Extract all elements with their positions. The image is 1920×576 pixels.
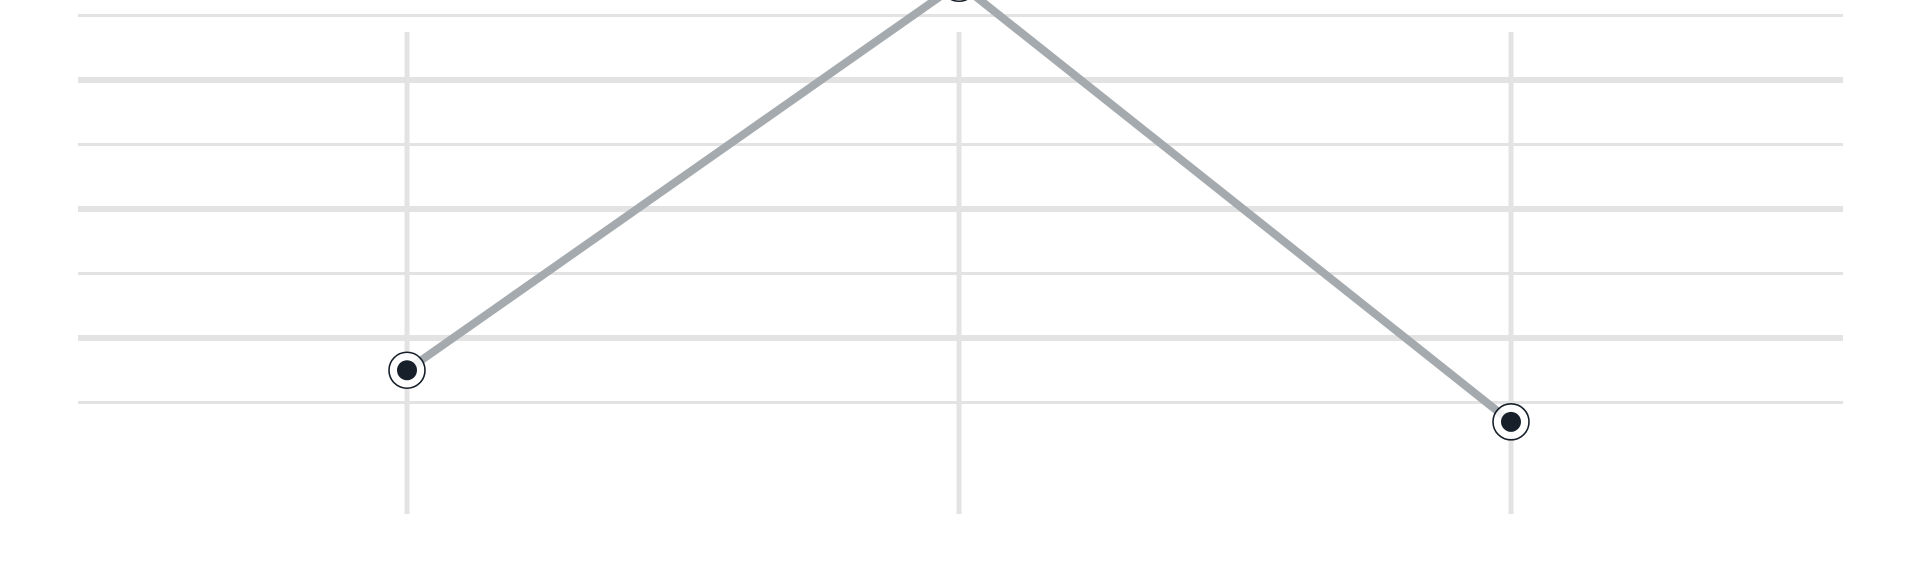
series-line-segment	[973, 0, 1515, 426]
series-lines	[403, 0, 1515, 426]
data-point	[397, 360, 417, 381]
data-points	[388, 0, 1530, 441]
grid-lines	[78, 14, 1843, 514]
data-point	[1501, 411, 1521, 432]
series-line-segment	[403, 0, 943, 375]
data-point-ring	[950, 0, 968, 3]
